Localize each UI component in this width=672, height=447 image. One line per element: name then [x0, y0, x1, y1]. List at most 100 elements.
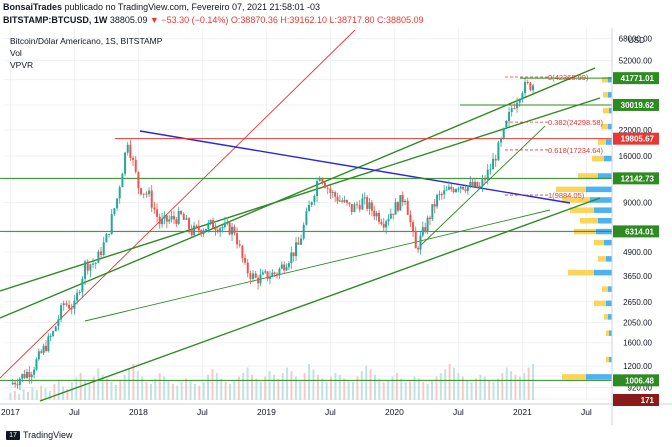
candle-body [23, 374, 26, 378]
indicator-vol[interactable]: Vol [10, 48, 22, 58]
volume-bar [316, 374, 319, 400]
candle-body [313, 196, 316, 203]
volume-bar [242, 373, 245, 400]
candle-body [500, 138, 503, 143]
volume-bar [281, 373, 284, 400]
candle-body [221, 227, 224, 229]
candle-body [16, 384, 19, 386]
candle-body [145, 193, 148, 195]
candle-body [223, 222, 226, 228]
volume-bar [211, 369, 214, 400]
volume-bar [351, 382, 354, 400]
time-axis[interactable]: 2017 Jul 2018 Jul 2019 Jul 2020 Jul 2021 Jul [0, 403, 672, 417]
candle-body [331, 192, 334, 194]
candle-body [302, 224, 305, 239]
level-tag [613, 394, 659, 406]
fib-levels: 0(42368.99) 0.382(24298.58) 0.618(17234.64… [505, 73, 604, 200]
candle-body [140, 188, 143, 195]
volume-bar [453, 367, 456, 400]
candle-body [396, 202, 399, 211]
vp-blue-bar [598, 217, 612, 224]
volume-bar [492, 382, 495, 400]
volume-bar [13, 391, 16, 400]
candle-body [216, 229, 219, 232]
price-tick-label: 2650.00 [623, 298, 652, 307]
candle-body [70, 308, 73, 310]
time-tick-label: 2017 [1, 407, 20, 417]
volume-bar [193, 383, 196, 400]
green-support-thin [84, 209, 551, 322]
candle-body [392, 213, 395, 215]
volume-bar [185, 378, 188, 400]
volume-bar [426, 383, 429, 400]
candle-body [295, 242, 298, 257]
candle-body [492, 158, 495, 170]
symbol-label[interactable]: BITSTAMP:BTCUSD, 1W [3, 15, 108, 25]
candle-body [49, 335, 52, 337]
price-tick-label: 920.00 [628, 384, 653, 393]
candlesticks [11, 78, 535, 391]
candle-body [287, 263, 290, 268]
vp-yellow-bar [570, 207, 594, 213]
candle-body [271, 272, 274, 277]
candle-body [326, 187, 329, 189]
volume-bar [347, 380, 350, 400]
candle-body [497, 142, 500, 161]
vp-yellow-bar [556, 186, 586, 193]
candle-body [481, 179, 484, 187]
candle-body [18, 378, 21, 385]
indicator-vpvr[interactable]: VPVR [10, 60, 34, 70]
candle-body [257, 277, 260, 284]
volume-bar [154, 378, 157, 400]
volume-bar [53, 383, 56, 400]
vp-blue-bar [606, 139, 612, 145]
volume-bar [31, 387, 34, 400]
candle-body [380, 221, 383, 225]
publisher-name[interactable]: BonsaiTrades [3, 2, 63, 12]
tradingview-logo[interactable]: 17 TradingView [6, 430, 73, 441]
candle-body [361, 198, 364, 210]
volume-bar [119, 380, 122, 400]
price-tick-label: 68000.00 [619, 35, 653, 44]
volume-bar [35, 390, 38, 400]
volume-bar [518, 376, 521, 400]
candle-body [94, 262, 97, 264]
candle-body [165, 215, 168, 222]
candle-body [308, 204, 311, 212]
volume-bar [114, 384, 117, 400]
volume-bar [110, 382, 113, 400]
vp-blue-bar [594, 207, 612, 213]
candle-body [473, 181, 476, 187]
candle-body [137, 171, 140, 189]
vp-blue-bar [609, 107, 612, 114]
candle-body [428, 217, 431, 219]
candle-body [249, 273, 252, 279]
time-tick-label: 2020 [385, 407, 404, 417]
volume-bar [404, 382, 407, 400]
volume-bar [198, 385, 201, 400]
volume-bar [461, 376, 464, 400]
candle-body [377, 212, 380, 222]
publish-line: BonsaiTrades publicado no TradingView.co… [3, 2, 320, 12]
vp-yellow-bar [562, 374, 586, 380]
volume-bar [123, 374, 126, 400]
candle-body [510, 108, 513, 112]
candle-body [412, 222, 415, 232]
vp-blue-bar [586, 374, 612, 380]
vp-yellow-bar [594, 300, 606, 307]
volume-bar [259, 382, 262, 400]
candle-body [35, 359, 38, 370]
vp-blue-bar [609, 356, 612, 363]
volume-bar [233, 380, 236, 400]
volume-bar [264, 376, 267, 400]
candle-body [116, 198, 119, 209]
candle-body [214, 227, 217, 230]
volume-bar [220, 378, 223, 400]
volume-bar [382, 382, 385, 400]
candle-body [142, 193, 145, 195]
candle-body [212, 219, 215, 228]
candle-body [443, 190, 446, 195]
time-tick-label: Jul [69, 407, 80, 417]
price-chart[interactable]: 0(42368.99) 0.382(24298.58) 0.618(17234.64… [0, 28, 672, 425]
volume-bar [176, 385, 179, 400]
